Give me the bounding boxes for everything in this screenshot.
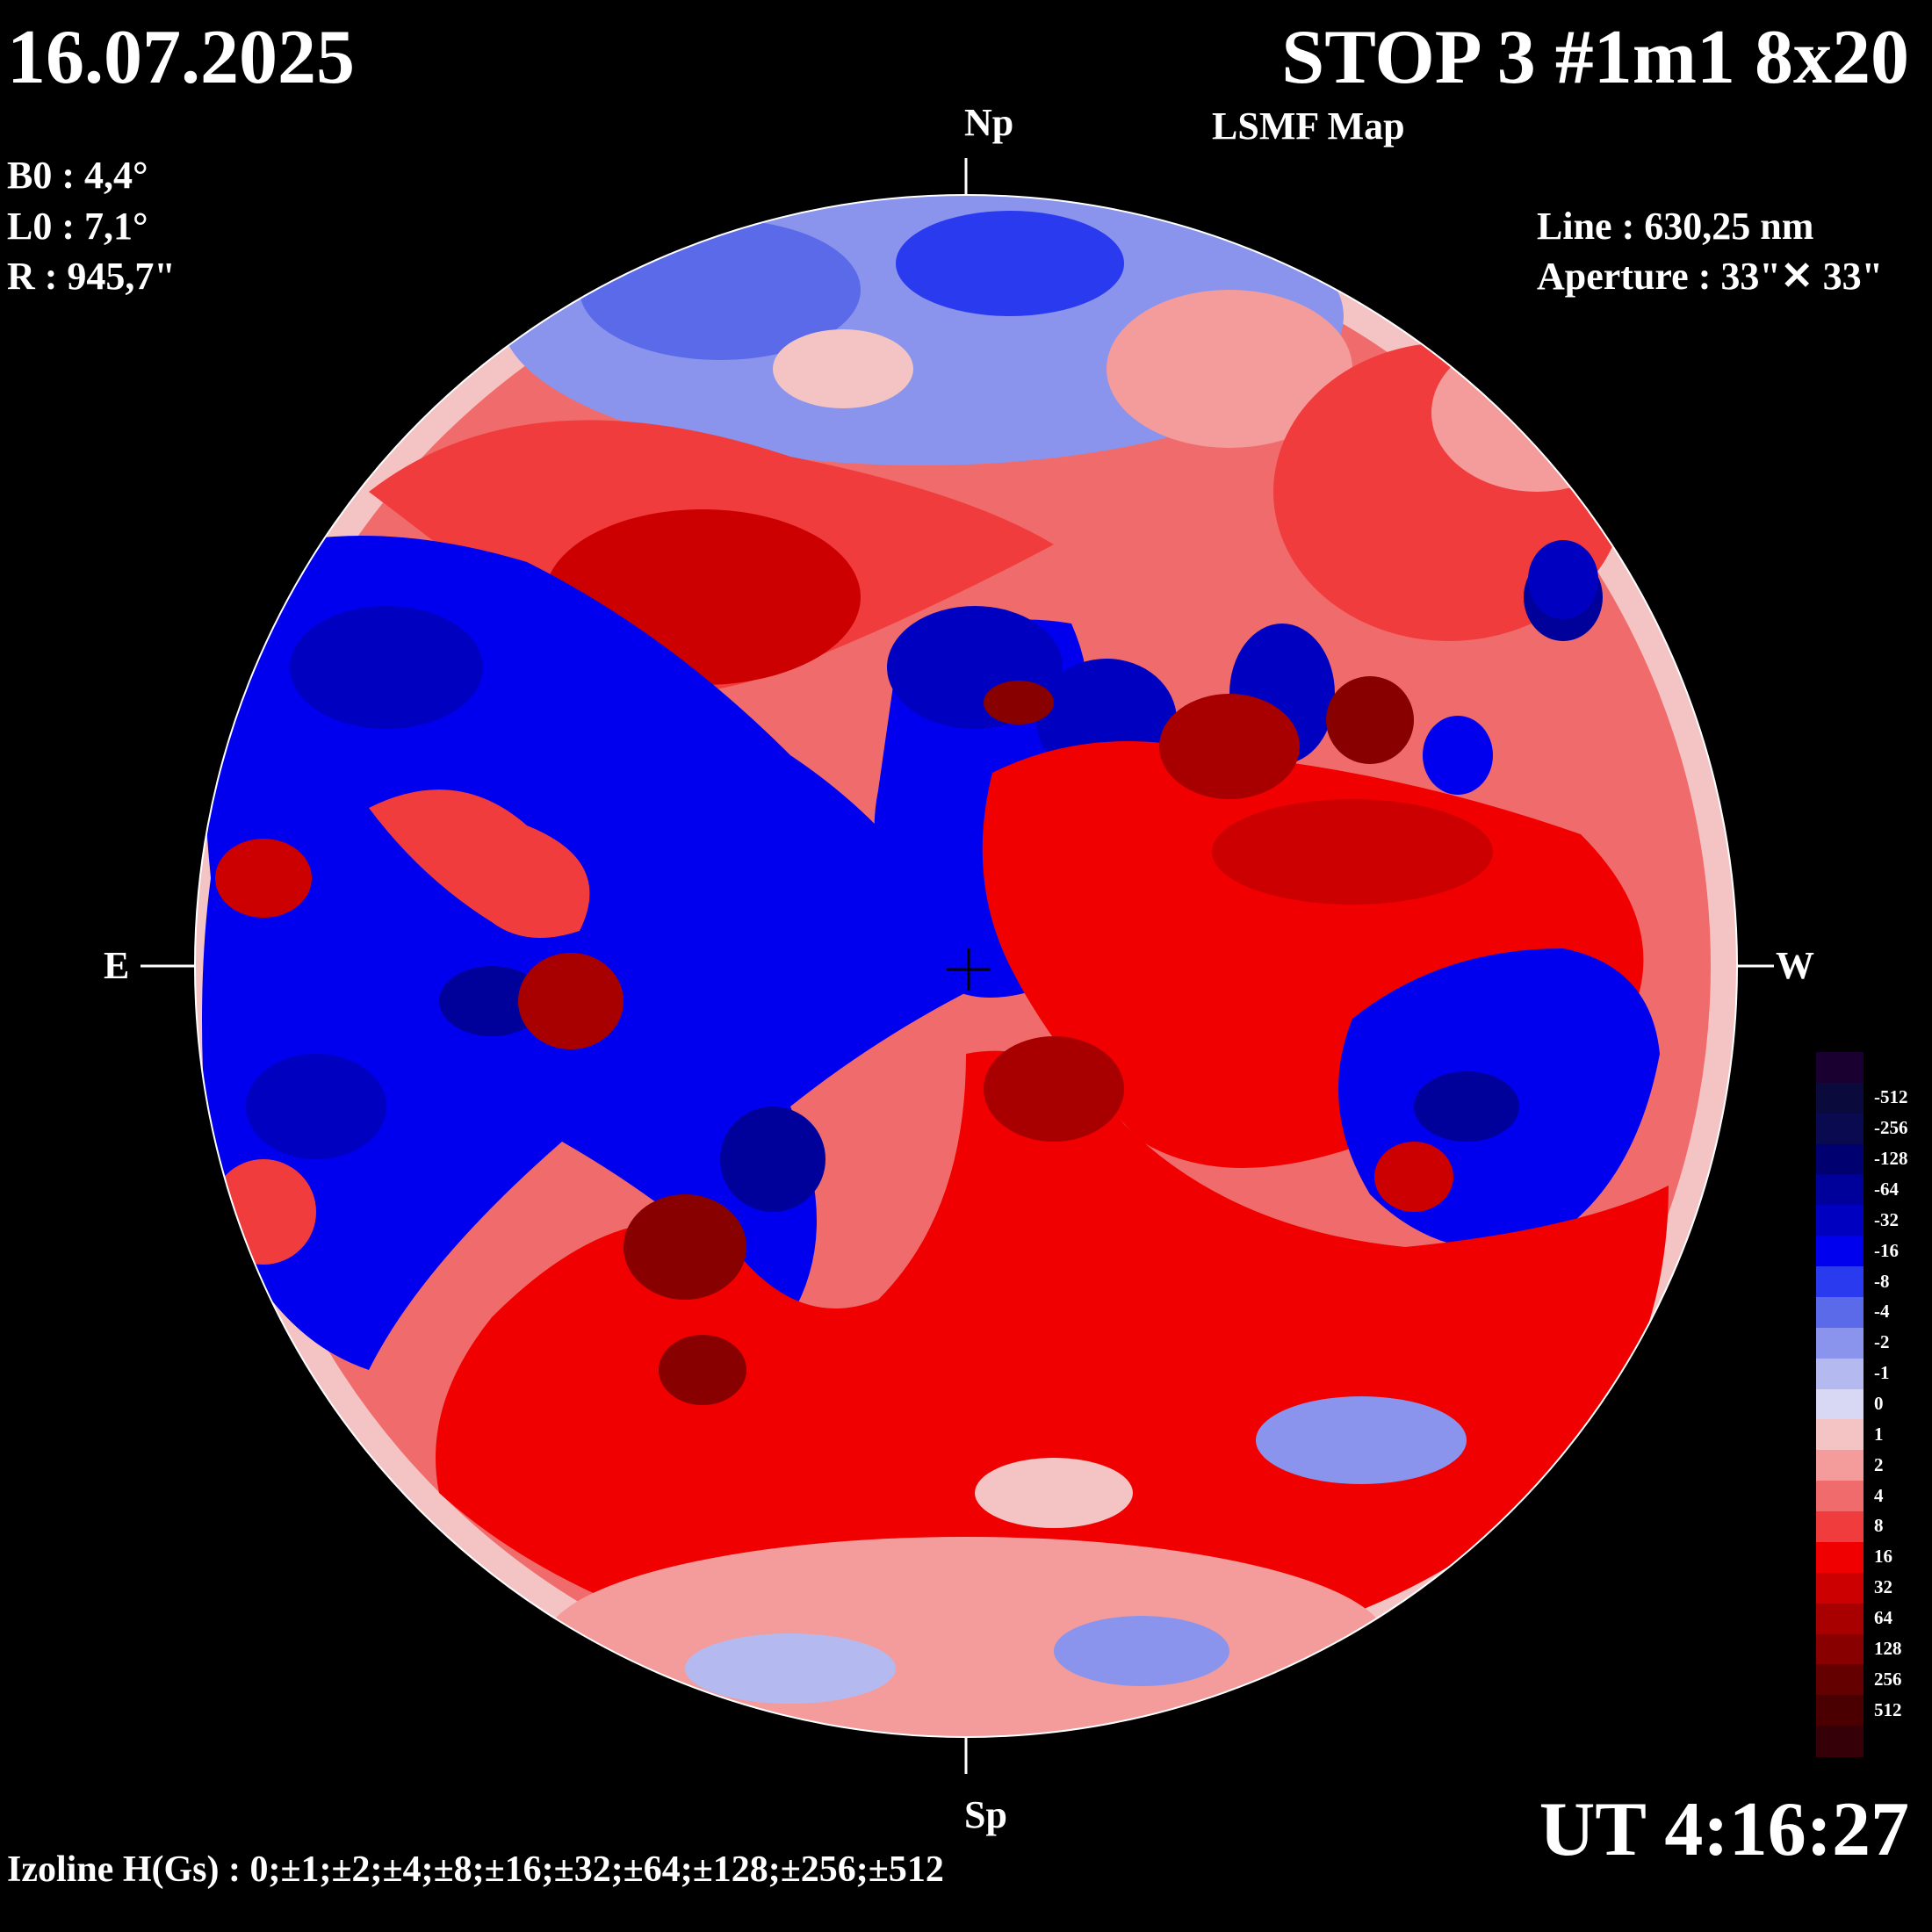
spectral-line: Line : 630,25 nm bbox=[1537, 205, 1814, 248]
legend-swatch bbox=[1816, 1236, 1864, 1268]
legend-swatch bbox=[1816, 1082, 1864, 1114]
legend-swatch bbox=[1816, 1726, 1864, 1757]
legend-swatch bbox=[1816, 1174, 1864, 1207]
legend-label: 32 bbox=[1874, 1576, 1892, 1598]
legend-label: -8 bbox=[1874, 1270, 1890, 1292]
legend-swatch bbox=[1816, 1633, 1864, 1666]
legend-label: -64 bbox=[1874, 1178, 1899, 1200]
param-b0: B0 : 4,4° bbox=[7, 154, 148, 197]
aperture: Aperture : 33"✕ 33" bbox=[1537, 255, 1884, 298]
legend-swatch bbox=[1816, 1603, 1864, 1635]
legend-label: 256 bbox=[1874, 1668, 1902, 1690]
legend-swatch bbox=[1816, 1664, 1864, 1697]
param-r: R : 945,7" bbox=[7, 255, 176, 298]
legend-label: 128 bbox=[1874, 1637, 1902, 1659]
legend-label: 64 bbox=[1874, 1607, 1892, 1629]
legend-swatch bbox=[1816, 1358, 1864, 1390]
legend-swatch bbox=[1816, 1327, 1864, 1359]
legend-label: 4 bbox=[1874, 1484, 1884, 1506]
legend-label: 2 bbox=[1874, 1453, 1884, 1475]
ut-time: UT 4:16:27 bbox=[1539, 1787, 1909, 1872]
legend-label: 0 bbox=[1874, 1393, 1884, 1414]
legend-label: 1 bbox=[1874, 1423, 1884, 1445]
legend-label: -4 bbox=[1874, 1301, 1890, 1323]
center-crosshair-icon bbox=[947, 948, 991, 991]
color-scale-legend bbox=[1816, 1052, 1864, 1757]
legend-swatch bbox=[1816, 1143, 1864, 1176]
legend-swatch bbox=[1816, 1113, 1864, 1145]
east-label: E bbox=[104, 944, 130, 987]
legend-swatch bbox=[1816, 1388, 1864, 1421]
west-label: W bbox=[1776, 944, 1814, 987]
south-pole-label: Sp bbox=[964, 1793, 1007, 1836]
legend-label: -256 bbox=[1874, 1117, 1908, 1139]
izoline-levels: Izoline H(Gs) : 0;±1;±2;±4;±8;±16;±32;±6… bbox=[7, 1849, 944, 1890]
param-l0: L0 : 7,1° bbox=[7, 205, 148, 248]
legend-label: -2 bbox=[1874, 1331, 1890, 1353]
legend-swatch bbox=[1816, 1695, 1864, 1727]
legend-label: -1 bbox=[1874, 1362, 1890, 1384]
legend-swatch bbox=[1816, 1481, 1864, 1513]
legend-swatch bbox=[1816, 1296, 1864, 1329]
field-regions bbox=[195, 195, 1737, 1737]
observation-date: 16.07.2025 bbox=[7, 15, 355, 100]
legend-swatch bbox=[1816, 1541, 1864, 1574]
legend-swatch bbox=[1816, 1266, 1864, 1298]
legend-label: 16 bbox=[1874, 1546, 1892, 1568]
north-pole-label: Np bbox=[964, 101, 1014, 144]
legend-swatch bbox=[1816, 1450, 1864, 1482]
legend-swatch bbox=[1816, 1205, 1864, 1237]
legend-label: 512 bbox=[1874, 1698, 1902, 1720]
map-title: STOP 3 #1m1 8x20 bbox=[1281, 15, 1909, 100]
legend-label: -128 bbox=[1874, 1148, 1908, 1170]
legend-label: -32 bbox=[1874, 1208, 1899, 1230]
legend-label: 8 bbox=[1874, 1515, 1884, 1537]
map-subtitle: LSMF Map bbox=[1212, 105, 1405, 148]
legend-label: -512 bbox=[1874, 1086, 1908, 1108]
legend-swatch bbox=[1816, 1052, 1864, 1084]
legend-label: -16 bbox=[1874, 1239, 1899, 1261]
legend-swatch bbox=[1816, 1572, 1864, 1604]
legend-swatch bbox=[1816, 1511, 1864, 1543]
legend-swatch bbox=[1816, 1419, 1864, 1452]
